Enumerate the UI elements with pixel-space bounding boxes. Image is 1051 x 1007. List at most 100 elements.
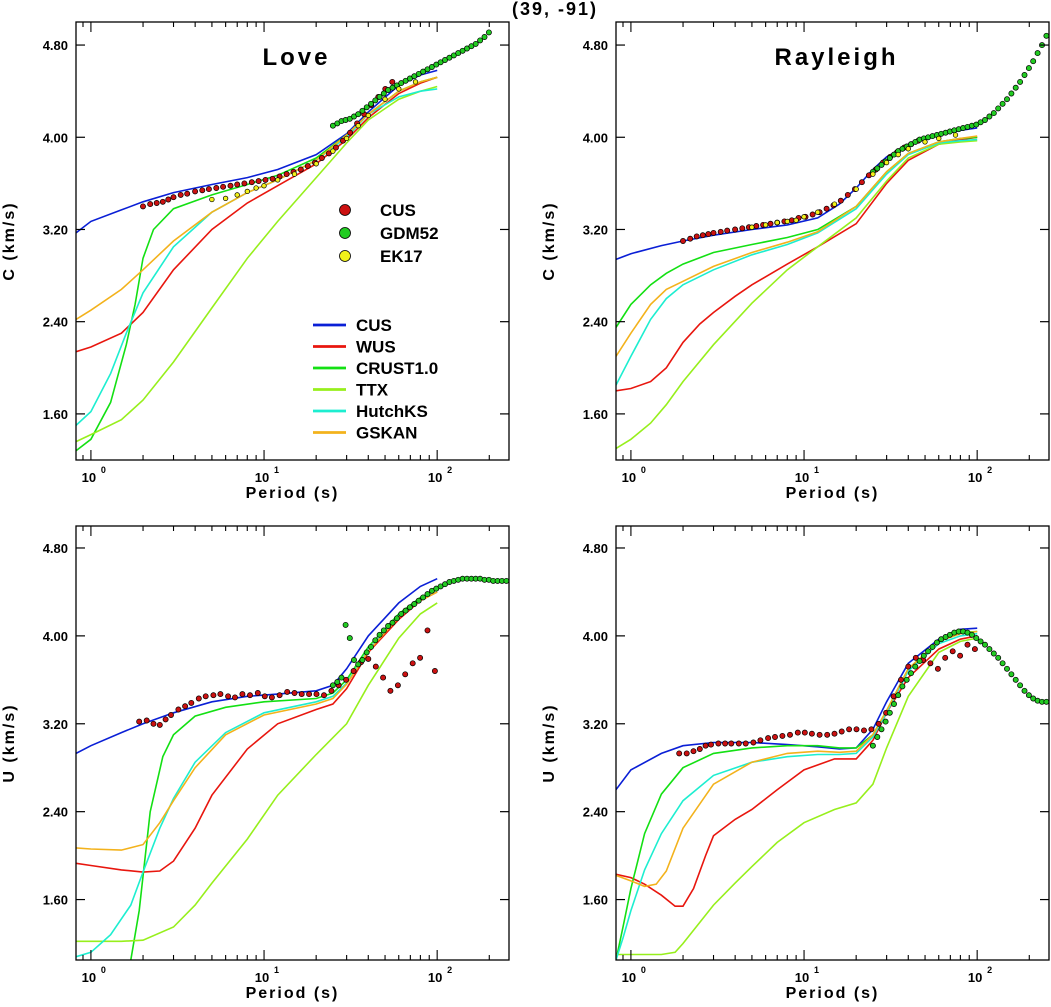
data-point-CUS	[787, 731, 793, 738]
data-point-CUS	[328, 687, 335, 694]
panel-title: Love	[262, 44, 330, 71]
data-point-GDM52	[380, 90, 387, 97]
data-point-CUS	[424, 627, 431, 634]
panel-2: 1.60 2.40 3.20 4.00 4.80 10 0 10 1 10 2 Period (s) C…	[541, 21, 1050, 502]
y-tick-label: 1.60	[43, 893, 68, 908]
y-tick-label: 1.60	[583, 893, 608, 908]
data-point-CUS	[210, 692, 217, 699]
data-point-CUS	[262, 176, 269, 183]
panel-1: 1.60 2.40 3.20 4.00 4.80 10 0 10 1 10 2 Period (s) C…	[1, 21, 510, 502]
data-point-EK17	[382, 96, 388, 102]
data-point-GDM52	[1004, 96, 1010, 103]
data-point-GDM52	[485, 29, 492, 36]
data-point-EK17	[291, 171, 298, 177]
legend-label: CRUST1.0	[356, 359, 438, 378]
data-point-CUS	[824, 731, 831, 738]
data-point-CUS	[934, 665, 941, 672]
data-point-CUS	[147, 201, 154, 208]
data-point-CUS	[283, 171, 290, 178]
x-tick-label: 10	[255, 470, 269, 485]
x-tick-label: 10	[82, 470, 96, 485]
data-point-GDM52	[393, 615, 400, 622]
x-axis-label: Period (s)	[786, 485, 880, 502]
data-point-CUS	[942, 654, 949, 661]
x-tick-exponent: 1	[274, 465, 279, 475]
data-point-GDM52	[999, 100, 1006, 107]
data-point-CUS	[742, 740, 749, 747]
data-point-CUS	[350, 668, 357, 674]
data-point-GDM52	[874, 165, 881, 172]
data-point-GDM52	[402, 607, 409, 614]
data-point-CUS	[255, 178, 262, 185]
data-point-CUS	[298, 691, 305, 698]
x-tick-label: 10	[795, 970, 809, 985]
y-tick-label: 4.80	[43, 38, 68, 53]
data-point-CUS	[823, 205, 830, 212]
data-point-GDM52	[878, 726, 885, 733]
data-point-CUS	[772, 734, 778, 740]
data-point-CUS	[182, 703, 189, 710]
data-point-CUS	[676, 750, 683, 757]
data-point-CUS	[297, 166, 304, 173]
data-point-GDM52	[334, 679, 341, 685]
data-point-CUS	[898, 676, 904, 683]
data-point-CUS	[702, 742, 709, 749]
x-tick-label: 10	[968, 970, 982, 985]
data-point-CUS	[150, 720, 157, 727]
y-tick-label: 3.20	[43, 222, 68, 237]
data-point-CUS	[247, 692, 253, 699]
data-point-EK17	[261, 183, 267, 189]
series-line-WUS	[616, 136, 978, 392]
data-point-CUS	[690, 748, 697, 755]
legend: CUS GDM52 EK17 CUS WUS CRUST1.0 TTX HutchKS GSKA…	[313, 201, 439, 443]
data-point-GDM52	[903, 676, 910, 683]
x-tick-label: 10	[622, 970, 636, 985]
y-tick-label: 4.00	[43, 629, 68, 644]
data-point-CUS	[291, 690, 298, 696]
data-point-GDM52	[472, 40, 479, 47]
legend-marker	[339, 250, 351, 262]
data-point-CUS	[680, 238, 686, 244]
data-point-GDM52	[977, 638, 984, 645]
data-point-CUS	[140, 203, 146, 210]
data-point-GDM52	[899, 683, 906, 690]
data-point-EK17	[774, 219, 780, 226]
series-line-WUS	[616, 635, 978, 907]
data-point-GDM52	[886, 155, 893, 161]
y-tick-label: 2.40	[583, 805, 608, 820]
legend-label: CUS	[356, 316, 392, 335]
data-point-CUS	[801, 729, 808, 736]
data-point-GDM52	[342, 621, 349, 628]
x-tick-label: 10	[428, 470, 442, 485]
data-point-EK17	[343, 135, 350, 142]
y-tick-label: 2.40	[43, 315, 68, 330]
data-point-EK17	[936, 135, 942, 142]
data-point-EK17	[749, 224, 755, 230]
y-tick-label: 3.20	[583, 717, 608, 732]
data-point-CUS	[735, 740, 742, 747]
data-point-CUS	[739, 225, 746, 232]
data-point-GDM52	[329, 682, 336, 689]
plot-frame	[75, 525, 510, 961]
data-point-EK17	[895, 151, 901, 158]
y-tick-label: 4.80	[583, 541, 608, 556]
data-point-CUS	[248, 179, 255, 186]
data-point-CUS	[728, 740, 735, 747]
data-point-GDM52	[376, 93, 383, 100]
data-point-GDM52	[1008, 90, 1015, 97]
legend-label: GDM52	[380, 224, 439, 243]
series-line-TTX	[616, 139, 978, 450]
series-line-CRUST1.0	[130, 588, 438, 960]
data-point-CUS	[387, 687, 394, 694]
data-point-GDM52	[982, 641, 988, 648]
data-point-CUS	[199, 187, 206, 194]
data-point-GDM52	[389, 619, 396, 626]
data-point-GDM52	[355, 111, 362, 118]
legend-label: GSKAN	[356, 424, 417, 443]
legend-marker	[339, 204, 351, 216]
x-tick-label: 10	[428, 970, 442, 985]
x-tick-label: 10	[82, 970, 96, 985]
x-tick-label: 10	[968, 470, 982, 485]
data-point-GDM52	[1004, 665, 1010, 672]
